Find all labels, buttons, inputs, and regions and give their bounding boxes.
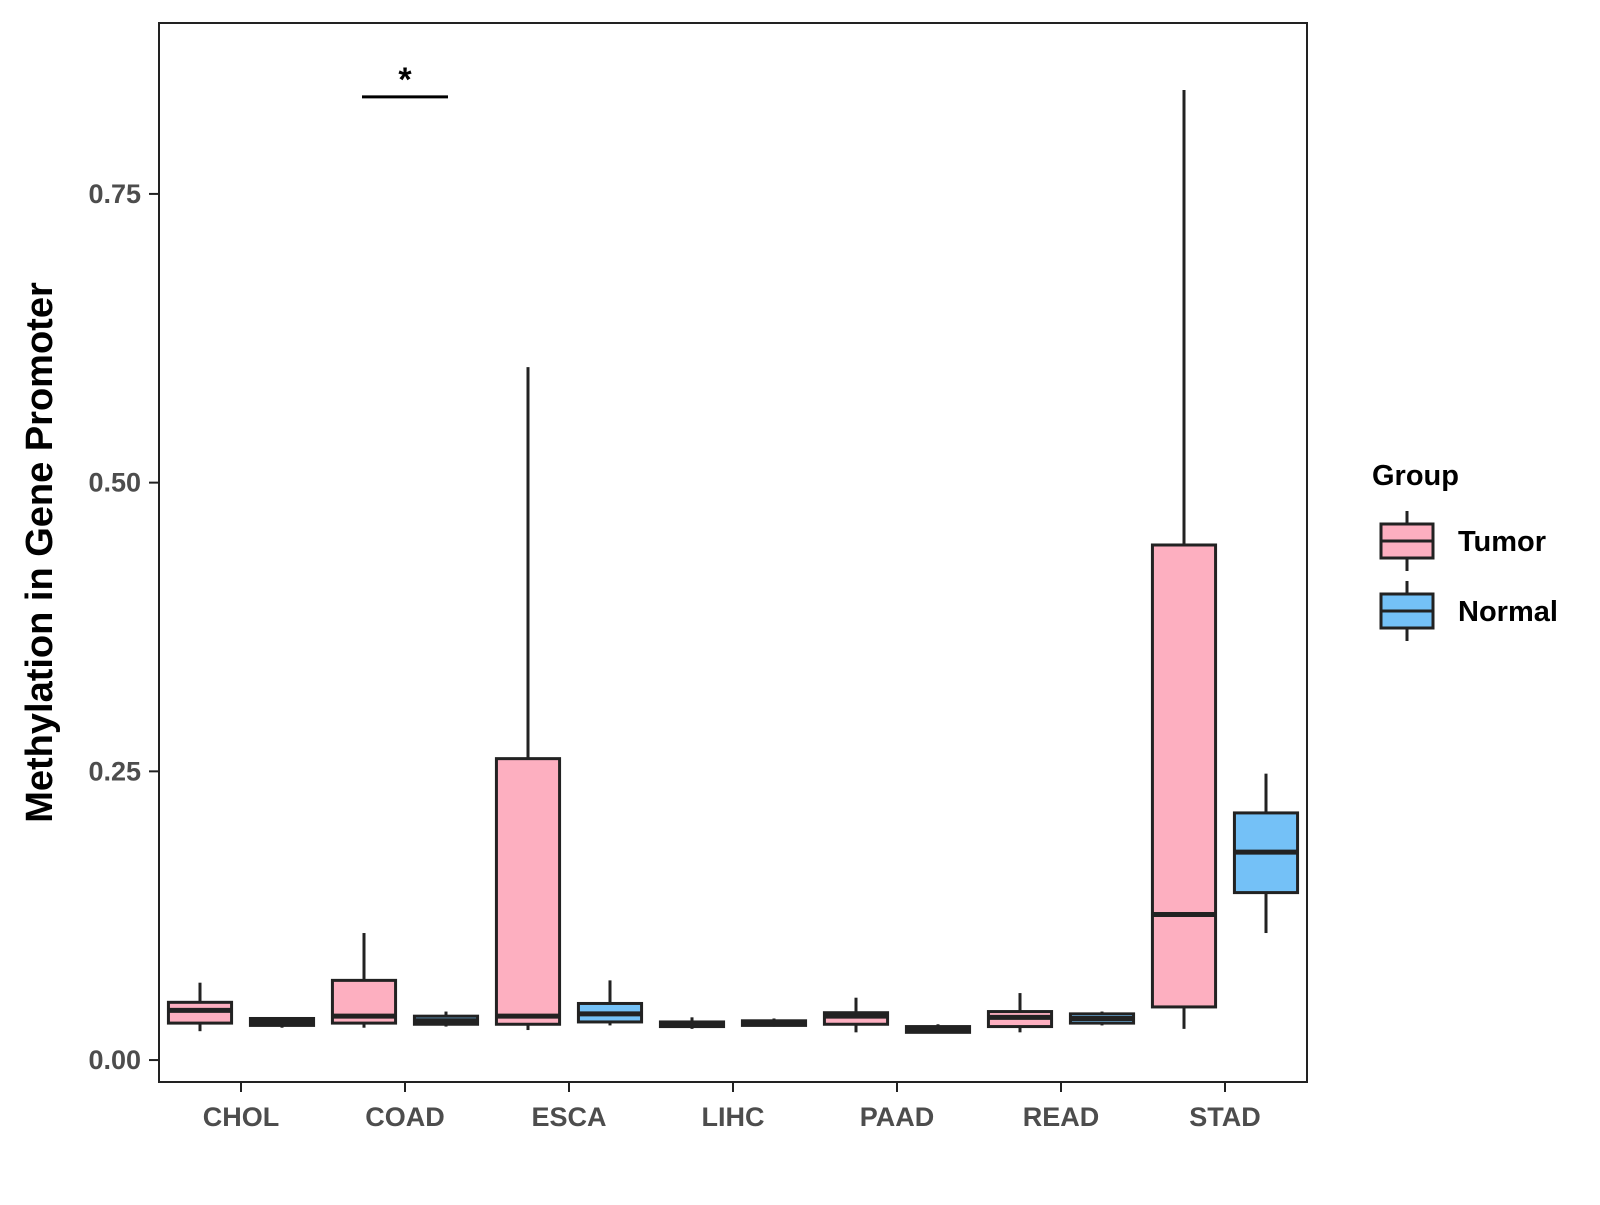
- box-tumor-lihc: [658, 1017, 726, 1029]
- legend-item-tumor: Tumor: [1379, 511, 1546, 571]
- x-tick-label-stad: STAD: [1189, 1102, 1261, 1132]
- y-tick-label-0: 0.00: [88, 1045, 141, 1075]
- plot-panel-border: [158, 22, 1308, 1083]
- axis-layer: 0.00 0.25 0.50 0.75 CHOL COAD ESCA LIHC PAAD READ…: [19, 22, 1308, 1132]
- box-body: [1150, 543, 1218, 1009]
- x-tick-label-paad: PAAD: [860, 1102, 935, 1132]
- legend: Group Tumor Normal: [1372, 460, 1558, 641]
- box-body: [494, 757, 562, 1026]
- box-tumor-paad: [822, 997, 890, 1033]
- box-normal-esca: [576, 980, 644, 1026]
- y-tick-label-3: 0.75: [88, 179, 141, 209]
- x-tick-label-chol: CHOL: [203, 1102, 280, 1132]
- box-normal-read: [1068, 1011, 1136, 1026]
- box-normal-paad: [904, 1024, 972, 1034]
- legend-title: Group: [1372, 460, 1459, 492]
- y-axis-title: Methylation in Gene Promoter: [19, 282, 61, 823]
- y-tick-label-1: 0.25: [88, 756, 141, 786]
- x-tick-label-esca: ESCA: [531, 1102, 606, 1132]
- box-tumor-coad: [330, 933, 398, 1028]
- box-tumor-stad: [1150, 89, 1218, 1029]
- box-normal-coad: [412, 1011, 480, 1027]
- box-normal-lihc: [740, 1018, 808, 1027]
- box-normal-stad: [1232, 773, 1300, 934]
- plot-layer: *: [166, 61, 1300, 1034]
- x-tick-label-read: READ: [1023, 1102, 1100, 1132]
- box-tumor-chol: [166, 982, 234, 1032]
- x-tick-label-lihc: LIHC: [702, 1102, 765, 1132]
- legend-label-tumor: Tumor: [1458, 526, 1546, 558]
- legend-label-normal: Normal: [1458, 596, 1558, 628]
- box-tumor-read: [986, 993, 1054, 1033]
- y-tick-label-2: 0.50: [88, 468, 141, 498]
- box-normal-chol: [248, 1016, 316, 1028]
- legend-item-normal: Normal: [1379, 581, 1558, 641]
- x-tick-label-coad: COAD: [365, 1102, 445, 1132]
- box-tumor-esca: [494, 367, 562, 1031]
- significance-label-coad: *: [398, 61, 412, 99]
